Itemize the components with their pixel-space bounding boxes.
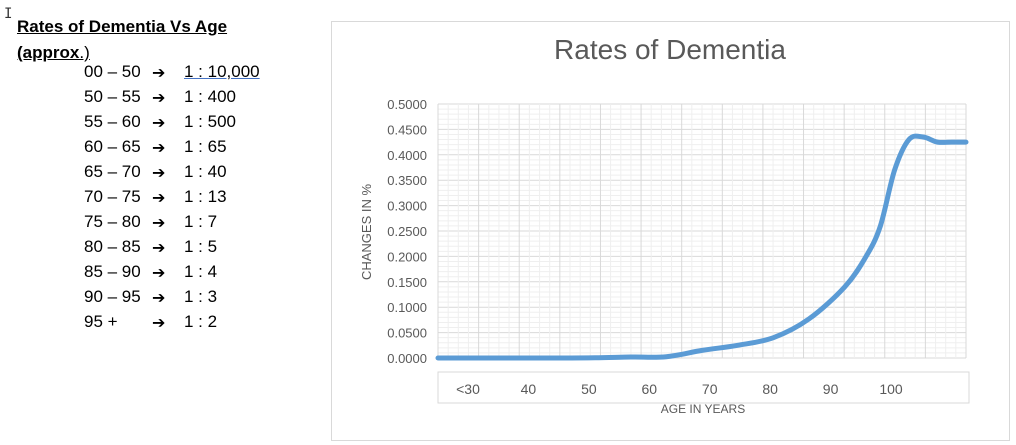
- arrow-icon: ➔: [152, 290, 166, 307]
- y-tick-label: 0.2000: [387, 249, 427, 264]
- arrow-icon: ➔: [152, 65, 166, 82]
- heading-approx-close: .): [79, 43, 90, 62]
- age-range: 90 – 95: [84, 287, 141, 306]
- rate-ratio: 1 : 4: [184, 262, 218, 281]
- y-tick-label: 0.3000: [387, 199, 427, 214]
- arrow-icon: ➔: [152, 165, 166, 182]
- x-tick-label: 40: [521, 381, 537, 397]
- rate-ratio: 1 : 65: [184, 137, 227, 156]
- rate-ratio: 1 : 3: [184, 287, 218, 306]
- arrow-icon: ➔: [152, 115, 166, 132]
- x-axis-table: [437, 371, 970, 404]
- x-tick-label: 50: [581, 381, 597, 397]
- age-range: 00 – 50: [84, 62, 141, 81]
- y-tick-label: 0.4500: [387, 122, 427, 137]
- y-tick-label: 0.4000: [387, 148, 427, 163]
- age-range: 60 – 65: [84, 137, 141, 156]
- age-range: 80 – 85: [84, 237, 141, 256]
- rate-ratio: 1 : 400: [184, 87, 236, 106]
- y-tick-label: 0.5000: [387, 97, 427, 112]
- arrow-icon: ➔: [152, 190, 166, 207]
- x-tick-label: 100: [879, 381, 903, 397]
- age-range: 50 – 55: [84, 87, 141, 106]
- age-range: 95 +: [84, 312, 118, 331]
- age-range: 85 – 90: [84, 262, 141, 281]
- age-range: 65 – 70: [84, 162, 141, 181]
- arrow-icon: ➔: [152, 140, 166, 157]
- x-axis-label: AGE IN YEARS: [661, 402, 745, 416]
- arrow-icon: ➔: [152, 315, 166, 332]
- y-axis-label: CHANGES IN %: [359, 184, 374, 281]
- y-tick-label: 0.1500: [387, 275, 427, 290]
- chart-title: Rates of Dementia: [554, 34, 786, 65]
- x-tick-label: 80: [762, 381, 778, 397]
- x-tick-label: 70: [702, 381, 718, 397]
- y-tick-label: 0.2500: [387, 224, 427, 239]
- y-tick-label: 0.0500: [387, 326, 427, 341]
- heading-approx: (approx.): [17, 40, 227, 66]
- rate-ratio: 1 : 500: [184, 112, 236, 131]
- y-tick-label: 0.1000: [387, 300, 427, 315]
- text-cursor-icon: I: [4, 6, 13, 22]
- heading-title: Rates of Dementia Vs Age: [17, 17, 228, 36]
- heading-approx-text: (approx: [17, 43, 80, 62]
- rate-ratio: 1 : 7: [184, 212, 218, 231]
- y-tick-label: 0.3500: [387, 173, 427, 188]
- x-axis-ticks: <30 40 50 60 70 80 90 100: [456, 381, 903, 397]
- age-range: 75 – 80: [84, 212, 141, 231]
- series-line: [435, 133, 969, 361]
- chart-container: Rates of Dementia 0.0000 0.0500 0.1000 0.15…: [331, 21, 1010, 441]
- x-tick-label: 90: [823, 381, 839, 397]
- rate-ratio: 1 : 2: [184, 312, 218, 331]
- arrow-icon: ➔: [152, 215, 166, 232]
- y-tick-label: 0.0000: [387, 351, 427, 366]
- y-axis-ticks: 0.0000 0.0500 0.1000 0.1500 0.2000 0.2500 0.30…: [387, 97, 427, 366]
- age-range: 70 – 75: [84, 187, 141, 206]
- x-tick-label: 60: [641, 381, 657, 397]
- rate-ratio: 1 : 13: [184, 187, 227, 206]
- rates-heading: Rates of Dementia Vs Age (approx.): [17, 14, 227, 66]
- age-range: 55 – 60: [84, 112, 141, 131]
- arrow-icon: ➔: [152, 90, 166, 107]
- rate-ratio: 1 : 5: [184, 237, 218, 256]
- rate-ratio: 1 : 40: [184, 162, 227, 181]
- dementia-chart: Rates of Dementia 0.0000 0.0500 0.1000 0.15…: [359, 34, 970, 416]
- chart-series: [435, 133, 969, 361]
- chart-gridlines: [437, 103, 967, 359]
- x-tick-label: <30: [456, 381, 480, 397]
- arrow-icon: ➔: [152, 240, 166, 257]
- arrow-icon: ➔: [152, 265, 166, 282]
- rate-ratio: 1 : 10,000: [184, 62, 260, 81]
